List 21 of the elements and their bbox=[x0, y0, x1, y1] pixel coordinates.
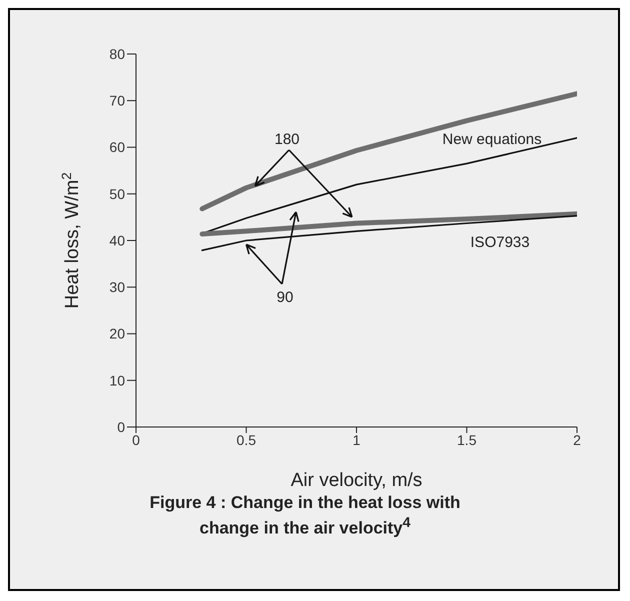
caption: Figure 4 : Change in the heat loss with change in the air velocity$^{4}$ bbox=[148, 492, 462, 540]
y-tick-label: 70 bbox=[109, 92, 126, 109]
y-tick-label: 0 bbox=[117, 418, 126, 435]
x-tick-label: 1.5 bbox=[457, 432, 477, 448]
y-tick-label: 10 bbox=[109, 372, 126, 388]
x-axis-title: Air velocity, m/s bbox=[290, 470, 422, 491]
x-tick-label: 1 bbox=[352, 432, 361, 448]
y-tick-label: 30 bbox=[109, 279, 126, 296]
annotation: 90 bbox=[276, 288, 294, 306]
y-tick-label: 20 bbox=[109, 326, 126, 342]
x-tick-label: 0.5 bbox=[236, 432, 256, 448]
x-tick-label: 0 bbox=[132, 432, 140, 448]
y-tick-label: 60 bbox=[109, 139, 126, 156]
y-tick-label: 40 bbox=[109, 232, 126, 248]
annotation: New equations bbox=[442, 130, 542, 148]
line-series bbox=[201, 214, 577, 252]
annotation: ISO7933 bbox=[470, 234, 530, 250]
y-tick-label: 50 bbox=[109, 186, 126, 202]
y-tick-label: 80 bbox=[109, 46, 126, 62]
annotation: 180 bbox=[274, 130, 300, 148]
x-tick-label: 2 bbox=[573, 432, 582, 448]
